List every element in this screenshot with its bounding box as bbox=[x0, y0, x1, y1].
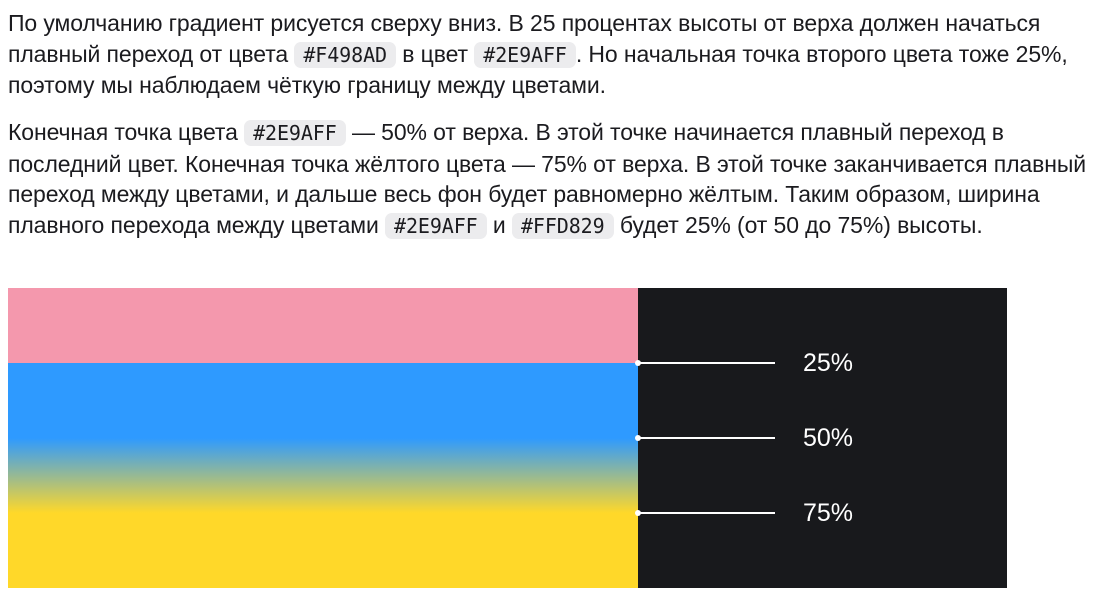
text-segment: будет 25% (от 50 до 75%) высоты. bbox=[613, 211, 983, 238]
stop-label: 25% bbox=[803, 349, 854, 377]
gradient-demo: 25% 50% 75% bbox=[8, 288, 1007, 588]
stop-label: 50% bbox=[803, 424, 854, 452]
text-segment: Конечная точка цвета bbox=[8, 119, 245, 145]
color-code-blue: #2E9AFF bbox=[385, 212, 487, 239]
paragraph-intro: По умолчанию градиент рисуется сверху вн… bbox=[8, 8, 1098, 101]
stop-line bbox=[638, 437, 775, 439]
color-code-yellow: #FFD829 bbox=[511, 212, 614, 239]
stop-label: 75% bbox=[803, 499, 854, 527]
paragraph-explanation: Конечная точка цвета #2E9AFF — 50% от ве… bbox=[8, 117, 1098, 241]
text-segment: в цвет bbox=[395, 40, 475, 67]
text-segment: — 50% от верха. В этой точке начинается … bbox=[8, 119, 1087, 238]
text-segment: По умолчанию градиент рисуется сверху вн… bbox=[8, 10, 1041, 67]
stop-line bbox=[638, 362, 775, 364]
text-segment: и bbox=[486, 211, 512, 238]
color-code-blue: #2E9AFF bbox=[244, 120, 346, 146]
color-code-pink: #F498AD bbox=[294, 41, 396, 68]
color-code-blue: #2E9AFF bbox=[474, 41, 576, 68]
text-segment: . Но начальная точка второго цвета тоже … bbox=[8, 40, 1068, 99]
stop-line bbox=[638, 512, 775, 514]
gradient-preview bbox=[8, 288, 638, 588]
